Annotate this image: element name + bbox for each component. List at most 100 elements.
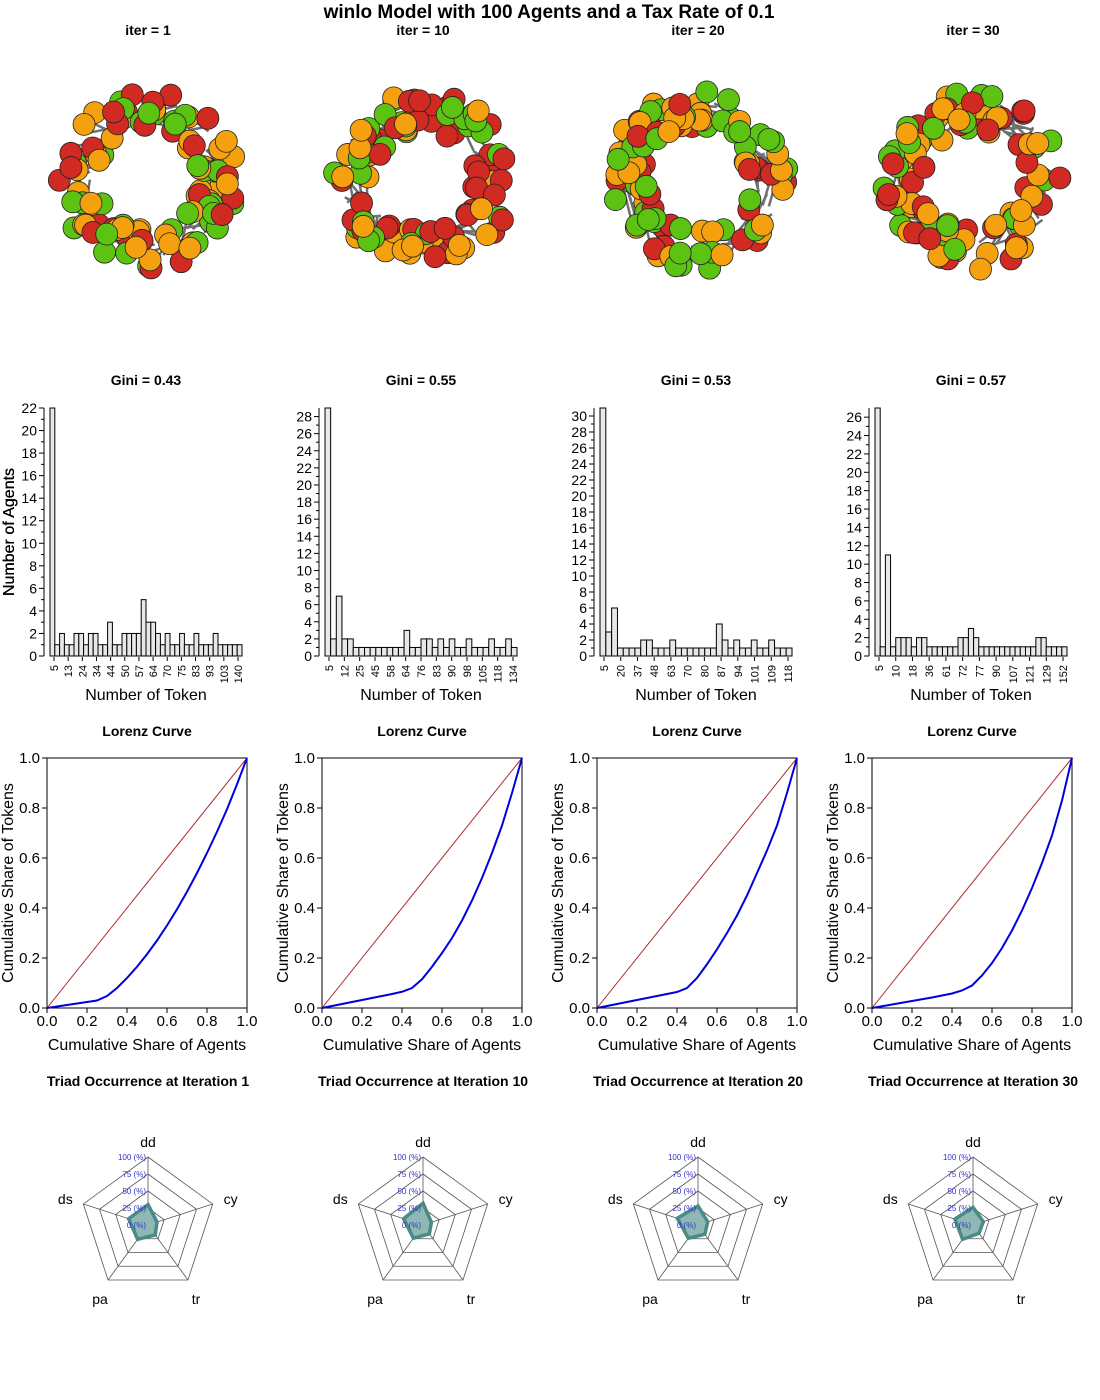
network-node xyxy=(466,99,490,123)
network-node xyxy=(626,124,650,148)
y-tick-label: 12 xyxy=(846,538,862,554)
hist-bar xyxy=(437,638,445,657)
y-tick-label: 22 xyxy=(846,446,862,462)
network-node xyxy=(79,191,103,215)
radar-panel: Triad Occurrence at Iteration 30 0 (%) 25 … xyxy=(868,1073,1078,1307)
radar-axis-label: tr xyxy=(467,1291,476,1307)
x-tick-label: 5 xyxy=(599,665,611,671)
hist-bar xyxy=(999,646,1006,657)
y-tick-label: 1.0 xyxy=(569,750,590,767)
radar-axis-label: tr xyxy=(1017,1291,1026,1307)
x-tick-label: 107 xyxy=(1008,665,1020,683)
hist-bar xyxy=(179,632,185,657)
network-title: iter = 10 xyxy=(396,22,450,38)
x-axis-label: Number of Token xyxy=(85,687,207,704)
hist-bar xyxy=(140,599,147,657)
network-node xyxy=(931,97,955,121)
x-tick-label: 129 xyxy=(1041,665,1053,683)
hist-bar xyxy=(663,647,671,657)
plot-frame xyxy=(46,757,248,1009)
radar-ring-label: 75 (%) xyxy=(947,1170,971,1179)
network-node xyxy=(1009,199,1033,222)
x-tick-label: 0.0 xyxy=(862,1013,883,1030)
hist-bar xyxy=(669,639,677,657)
y-tick-label: 6 xyxy=(29,580,37,596)
y-tick-label: 30 xyxy=(571,408,587,424)
network-node xyxy=(1026,131,1050,155)
hist-bar xyxy=(640,639,648,657)
y-tick-label: 0.8 xyxy=(294,800,315,817)
y-tick-label: 0.6 xyxy=(569,850,590,867)
x-tick-label: 94 xyxy=(733,665,745,677)
x-tick-label: 48 xyxy=(649,665,661,677)
hist-bar xyxy=(941,646,949,657)
y-tick-label: 26 xyxy=(296,426,312,442)
hist-bar xyxy=(482,646,490,657)
y-tick-label: 0.2 xyxy=(844,950,865,967)
y-tick-label: 20 xyxy=(571,488,587,504)
x-tick-label: 76 xyxy=(416,665,428,677)
y-tick-label: 0.0 xyxy=(569,1000,590,1017)
y-tick-label: 6 xyxy=(854,593,862,609)
x-tick-label: 64 xyxy=(148,665,160,677)
y-axis-label: Cumulative Share of Tokens xyxy=(550,783,567,983)
y-tick-label: 14 xyxy=(846,519,862,535)
hist-bar xyxy=(188,644,195,657)
hist-bar xyxy=(364,646,371,657)
radar-axis-label: cy xyxy=(1049,1191,1063,1207)
network-node xyxy=(668,92,692,116)
x-tick-label: 10 xyxy=(891,665,903,677)
hist-bar xyxy=(686,647,694,657)
network-node xyxy=(881,152,905,176)
hist-bar xyxy=(499,646,507,657)
hist-bar xyxy=(634,647,642,657)
y-tick-label: 1.0 xyxy=(294,750,315,767)
hist-bar xyxy=(203,644,209,657)
radar-axis-label: pa xyxy=(917,1291,933,1307)
y-tick-label: 4 xyxy=(854,611,862,627)
x-tick-label: 64 xyxy=(401,665,413,677)
x-tick-label: 70 xyxy=(162,665,174,677)
y-tick-label: 1.0 xyxy=(844,750,865,767)
y-tick-label: 16 xyxy=(846,501,862,517)
lorenz-title: Lorenz Curve xyxy=(377,723,467,739)
hist-bar xyxy=(879,646,886,657)
lorenz-title: Lorenz Curve xyxy=(652,723,742,739)
plot-frame xyxy=(321,757,523,1009)
hist-bar xyxy=(155,632,161,657)
x-tick-label: 34 xyxy=(91,665,103,677)
y-tick-label: 16 xyxy=(21,468,37,484)
hist-bar xyxy=(49,407,56,657)
radar-ring-label: 100 (%) xyxy=(943,1153,971,1162)
x-tick-label: 1.0 xyxy=(1062,1013,1083,1030)
hist-bar xyxy=(680,647,688,657)
network-node xyxy=(59,156,83,179)
plot-frame xyxy=(596,757,798,1009)
hist-bar xyxy=(733,639,741,657)
hist-bar xyxy=(73,632,80,657)
y-tick-label: 22 xyxy=(21,400,37,416)
hist-bar xyxy=(973,637,980,657)
hist-bar xyxy=(335,595,343,657)
radar-ring-label: 0 (%) xyxy=(127,1221,146,1230)
y-tick-label: 24 xyxy=(296,443,312,459)
hist-bar xyxy=(92,632,99,657)
network-node xyxy=(936,214,959,237)
network-node xyxy=(408,89,431,113)
x-tick-label: 0.0 xyxy=(312,1013,333,1030)
radar-panel: Triad Occurrence at Iteration 1 0 (%) 25 (… xyxy=(47,1073,250,1307)
y-axis-label: Number of Agents xyxy=(1,468,18,596)
hist-bar xyxy=(936,646,943,657)
network-panel: iter = 10 xyxy=(323,22,516,269)
x-tick-label: 121 xyxy=(1025,665,1037,683)
x-tick-label: 0.6 xyxy=(982,1013,1003,1030)
network-node xyxy=(689,242,713,266)
hist-bar xyxy=(207,644,214,657)
network-panel: iter = 20 xyxy=(604,22,799,280)
network-node xyxy=(912,155,936,179)
y-tick-label: 4 xyxy=(29,603,37,619)
y-tick-label: 8 xyxy=(29,558,37,574)
x-tick-label: 101 xyxy=(750,665,762,683)
